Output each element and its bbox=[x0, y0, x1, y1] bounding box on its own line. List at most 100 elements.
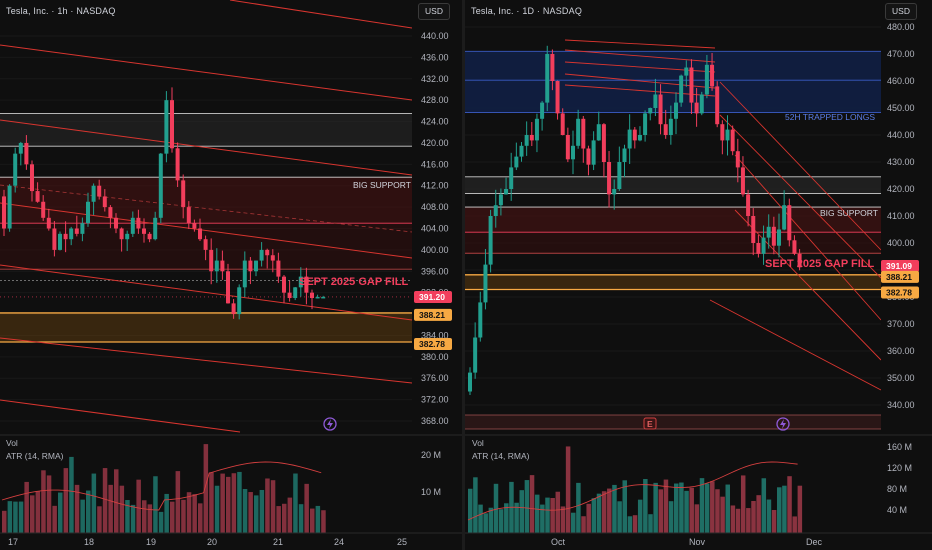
chart-pane-1h[interactable]: BIG SUPPORT SEPT 2025 GAP FILL 440.00 436.0… bbox=[0, 0, 462, 550]
volume-bar bbox=[242, 489, 248, 533]
time-tick: Dec bbox=[806, 537, 823, 547]
candle bbox=[617, 162, 622, 189]
candle bbox=[694, 102, 699, 114]
candle bbox=[18, 142, 23, 154]
volume-bar bbox=[787, 476, 792, 533]
volume-bar bbox=[565, 446, 571, 533]
candle bbox=[648, 108, 653, 114]
volume-bar bbox=[192, 494, 197, 533]
price-tick: 404.00 bbox=[421, 224, 449, 234]
price-tick: 384.00 bbox=[421, 330, 449, 340]
volume-bar bbox=[586, 503, 591, 533]
volume-bar bbox=[119, 485, 125, 533]
price-tag bbox=[414, 337, 452, 350]
pane-separator[interactable] bbox=[462, 0, 465, 550]
volume-bar bbox=[498, 509, 504, 533]
candle bbox=[282, 276, 286, 293]
volume-bar bbox=[617, 501, 622, 533]
candle bbox=[63, 233, 68, 240]
candle bbox=[86, 201, 90, 224]
volume-bar bbox=[214, 485, 220, 533]
candle bbox=[69, 228, 74, 240]
candle bbox=[198, 228, 202, 240]
price-tick: 368.00 bbox=[421, 416, 449, 426]
trend-line bbox=[0, 44, 413, 101]
volume-bar bbox=[58, 492, 63, 533]
volume-label: Vol bbox=[472, 438, 484, 448]
volume-bar bbox=[231, 473, 237, 533]
candle bbox=[310, 292, 314, 299]
volume-bar bbox=[529, 475, 535, 533]
price-tick: 436.00 bbox=[421, 52, 449, 62]
candle bbox=[259, 249, 264, 261]
candle bbox=[237, 287, 242, 315]
candle bbox=[74, 228, 79, 234]
candle bbox=[540, 102, 545, 119]
volume-bar bbox=[720, 496, 725, 533]
candle bbox=[192, 223, 197, 229]
price-tick: 350.00 bbox=[887, 373, 915, 383]
candle bbox=[704, 64, 709, 95]
candle bbox=[24, 142, 29, 165]
candle bbox=[114, 217, 118, 229]
atr-line bbox=[1, 461, 322, 511]
candle bbox=[142, 228, 146, 234]
volume-bar bbox=[198, 503, 203, 533]
price-tick: 432.00 bbox=[421, 74, 449, 84]
volume-bar bbox=[493, 483, 499, 533]
big-support-zone bbox=[0, 177, 412, 224]
candle bbox=[130, 217, 135, 234]
gap-fill-label: SEPT 2025 GAP FILL bbox=[765, 258, 875, 270]
candle bbox=[699, 94, 704, 114]
chart-canvas-1d[interactable]: 52H TRAPPED LONGS BIG SUPPORT SEPT 2025 GA… bbox=[465, 0, 932, 550]
currency-button[interactable]: USD bbox=[885, 3, 917, 20]
candle bbox=[242, 260, 247, 288]
volume-bar bbox=[777, 487, 782, 533]
price-axis bbox=[412, 0, 462, 550]
chart-pane-1d[interactable]: 52H TRAPPED LONGS BIG SUPPORT SEPT 2025 GA… bbox=[465, 0, 932, 550]
chart-canvas-1h[interactable]: BIG SUPPORT SEPT 2025 GAP FILL 440.00 436.0… bbox=[0, 0, 462, 550]
candle bbox=[777, 229, 781, 246]
candle bbox=[97, 185, 102, 197]
volume-bar bbox=[514, 502, 519, 533]
price-tick: 412.00 bbox=[421, 181, 449, 191]
volume-bar bbox=[114, 469, 119, 533]
candle bbox=[550, 54, 555, 81]
volume-bar bbox=[310, 508, 315, 533]
currency-button[interactable]: USD bbox=[418, 3, 450, 20]
price-tick: 428.00 bbox=[421, 95, 449, 105]
volume-bar bbox=[612, 484, 617, 533]
price-tag bbox=[881, 260, 919, 273]
candle bbox=[209, 249, 214, 272]
volume-bar bbox=[679, 482, 684, 533]
volume-bar bbox=[519, 490, 524, 533]
gap-fill-zone bbox=[0, 312, 412, 342]
candle bbox=[576, 118, 581, 146]
candle bbox=[746, 194, 751, 216]
volume-bar bbox=[315, 505, 321, 533]
volume-bar bbox=[80, 499, 85, 533]
chart-title: Tesla, Inc. · 1h · NASDAQ bbox=[6, 6, 116, 16]
candle bbox=[797, 253, 802, 268]
candle bbox=[679, 75, 684, 103]
earnings-marker bbox=[643, 417, 657, 430]
trend-line bbox=[719, 81, 882, 251]
trend-line bbox=[0, 337, 413, 384]
volume-bar bbox=[756, 495, 761, 533]
volume-tick: 10 M bbox=[421, 487, 441, 497]
volume-bar bbox=[170, 501, 175, 533]
volume-bar bbox=[158, 511, 164, 533]
candle bbox=[58, 233, 62, 250]
candle bbox=[514, 156, 519, 168]
volume-bar bbox=[298, 504, 304, 533]
price-tick: 400.00 bbox=[887, 238, 915, 248]
volume-bar bbox=[488, 507, 494, 533]
price-tick: 440.00 bbox=[421, 31, 449, 41]
volume-label: Vol bbox=[6, 438, 18, 448]
volume-bar bbox=[265, 478, 270, 533]
candle bbox=[136, 217, 141, 229]
volume-bar bbox=[220, 473, 225, 533]
candle bbox=[478, 302, 483, 338]
price-tag-text: 382.78 bbox=[419, 339, 445, 349]
volume-bar bbox=[771, 510, 777, 533]
